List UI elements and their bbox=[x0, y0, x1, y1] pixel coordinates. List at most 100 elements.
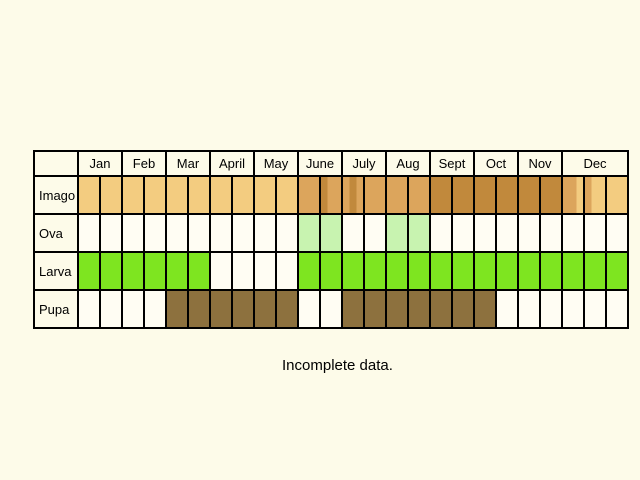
period-cell bbox=[187, 175, 211, 215]
month-header-nov: Nov bbox=[517, 150, 563, 177]
period-cell bbox=[165, 251, 189, 291]
period-cell bbox=[297, 213, 321, 253]
period-cell bbox=[165, 289, 189, 329]
period-cell bbox=[341, 289, 365, 329]
life-cycle-calendar: Jan Feb Mar April May June July Aug Sept Oct Nov De… bbox=[33, 150, 629, 329]
period-cell bbox=[451, 175, 475, 215]
month-header-dec: Dec bbox=[561, 150, 629, 177]
month-header-aug: Aug bbox=[385, 150, 431, 177]
period-cell bbox=[231, 289, 255, 329]
period-cell bbox=[495, 175, 519, 215]
period-cell bbox=[429, 251, 453, 291]
period-cell bbox=[121, 251, 145, 291]
period-cell bbox=[473, 289, 497, 329]
stage-row-larva: Larva bbox=[33, 251, 629, 291]
corner-cell bbox=[33, 150, 79, 177]
period-cell bbox=[561, 289, 585, 329]
period-cell bbox=[363, 213, 387, 253]
period-cell bbox=[583, 251, 607, 291]
stage-row-ova: Ova bbox=[33, 213, 629, 253]
period-cell bbox=[429, 175, 453, 215]
month-header-may: May bbox=[253, 150, 299, 177]
period-cell bbox=[407, 213, 431, 253]
period-cell bbox=[539, 175, 563, 215]
period-cell bbox=[77, 213, 101, 253]
period-cell bbox=[143, 213, 167, 253]
period-cell bbox=[583, 213, 607, 253]
period-cell bbox=[385, 175, 409, 215]
period-cell bbox=[363, 175, 387, 215]
stage-label-larva: Larva bbox=[33, 251, 79, 291]
stage-label-ova: Ova bbox=[33, 213, 79, 253]
period-cell bbox=[231, 251, 255, 291]
period-cell bbox=[99, 289, 123, 329]
period-cell bbox=[341, 251, 365, 291]
period-cell bbox=[319, 289, 343, 329]
period-cell bbox=[275, 289, 299, 329]
period-cell bbox=[473, 251, 497, 291]
period-cell bbox=[495, 289, 519, 329]
period-cell bbox=[121, 213, 145, 253]
month-header-mar: Mar bbox=[165, 150, 211, 177]
period-cell bbox=[561, 175, 585, 215]
period-cell bbox=[517, 213, 541, 253]
month-header-july: July bbox=[341, 150, 387, 177]
period-cell bbox=[341, 213, 365, 253]
period-cell bbox=[495, 251, 519, 291]
stage-label-imago: Imago bbox=[33, 175, 79, 215]
period-cell bbox=[605, 251, 629, 291]
month-header-row: Jan Feb Mar April May June July Aug Sept Oct Nov De… bbox=[33, 150, 629, 177]
period-cell bbox=[385, 289, 409, 329]
period-cell bbox=[121, 289, 145, 329]
period-cell bbox=[605, 289, 629, 329]
period-cell bbox=[495, 213, 519, 253]
month-header-jan: Jan bbox=[77, 150, 123, 177]
stage-label-pupa: Pupa bbox=[33, 289, 79, 329]
period-cell bbox=[319, 213, 343, 253]
period-cell bbox=[253, 213, 277, 253]
period-cell bbox=[231, 213, 255, 253]
period-cell bbox=[561, 251, 585, 291]
period-cell bbox=[231, 175, 255, 215]
period-cell bbox=[429, 213, 453, 253]
period-cell bbox=[539, 251, 563, 291]
period-cell bbox=[209, 175, 233, 215]
period-cell bbox=[275, 251, 299, 291]
period-cell bbox=[209, 289, 233, 329]
period-cell bbox=[253, 289, 277, 329]
period-cell bbox=[297, 251, 321, 291]
period-cell bbox=[583, 289, 607, 329]
period-cell bbox=[473, 213, 497, 253]
period-cell bbox=[99, 175, 123, 215]
stage-row-imago: Imago bbox=[33, 175, 629, 215]
period-cell bbox=[363, 289, 387, 329]
period-cell bbox=[385, 251, 409, 291]
period-cell bbox=[77, 251, 101, 291]
period-cell bbox=[143, 251, 167, 291]
period-cell bbox=[473, 175, 497, 215]
period-cell bbox=[341, 175, 365, 215]
period-cell bbox=[253, 175, 277, 215]
period-cell bbox=[143, 175, 167, 215]
period-cell bbox=[319, 251, 343, 291]
month-header-sept: Sept bbox=[429, 150, 475, 177]
period-cell bbox=[297, 175, 321, 215]
period-cell bbox=[77, 289, 101, 329]
period-cell bbox=[77, 175, 101, 215]
period-cell bbox=[363, 251, 387, 291]
stage-row-pupa: Pupa bbox=[33, 289, 629, 329]
period-cell bbox=[539, 213, 563, 253]
period-cell bbox=[253, 251, 277, 291]
period-cell bbox=[99, 251, 123, 291]
month-header-oct: Oct bbox=[473, 150, 519, 177]
period-cell bbox=[165, 213, 189, 253]
period-cell bbox=[297, 289, 321, 329]
period-cell bbox=[539, 289, 563, 329]
month-header-june: June bbox=[297, 150, 343, 177]
period-cell bbox=[319, 175, 343, 215]
period-cell bbox=[407, 251, 431, 291]
month-header-feb: Feb bbox=[121, 150, 167, 177]
period-cell bbox=[451, 213, 475, 253]
period-cell bbox=[275, 213, 299, 253]
period-cell bbox=[451, 289, 475, 329]
